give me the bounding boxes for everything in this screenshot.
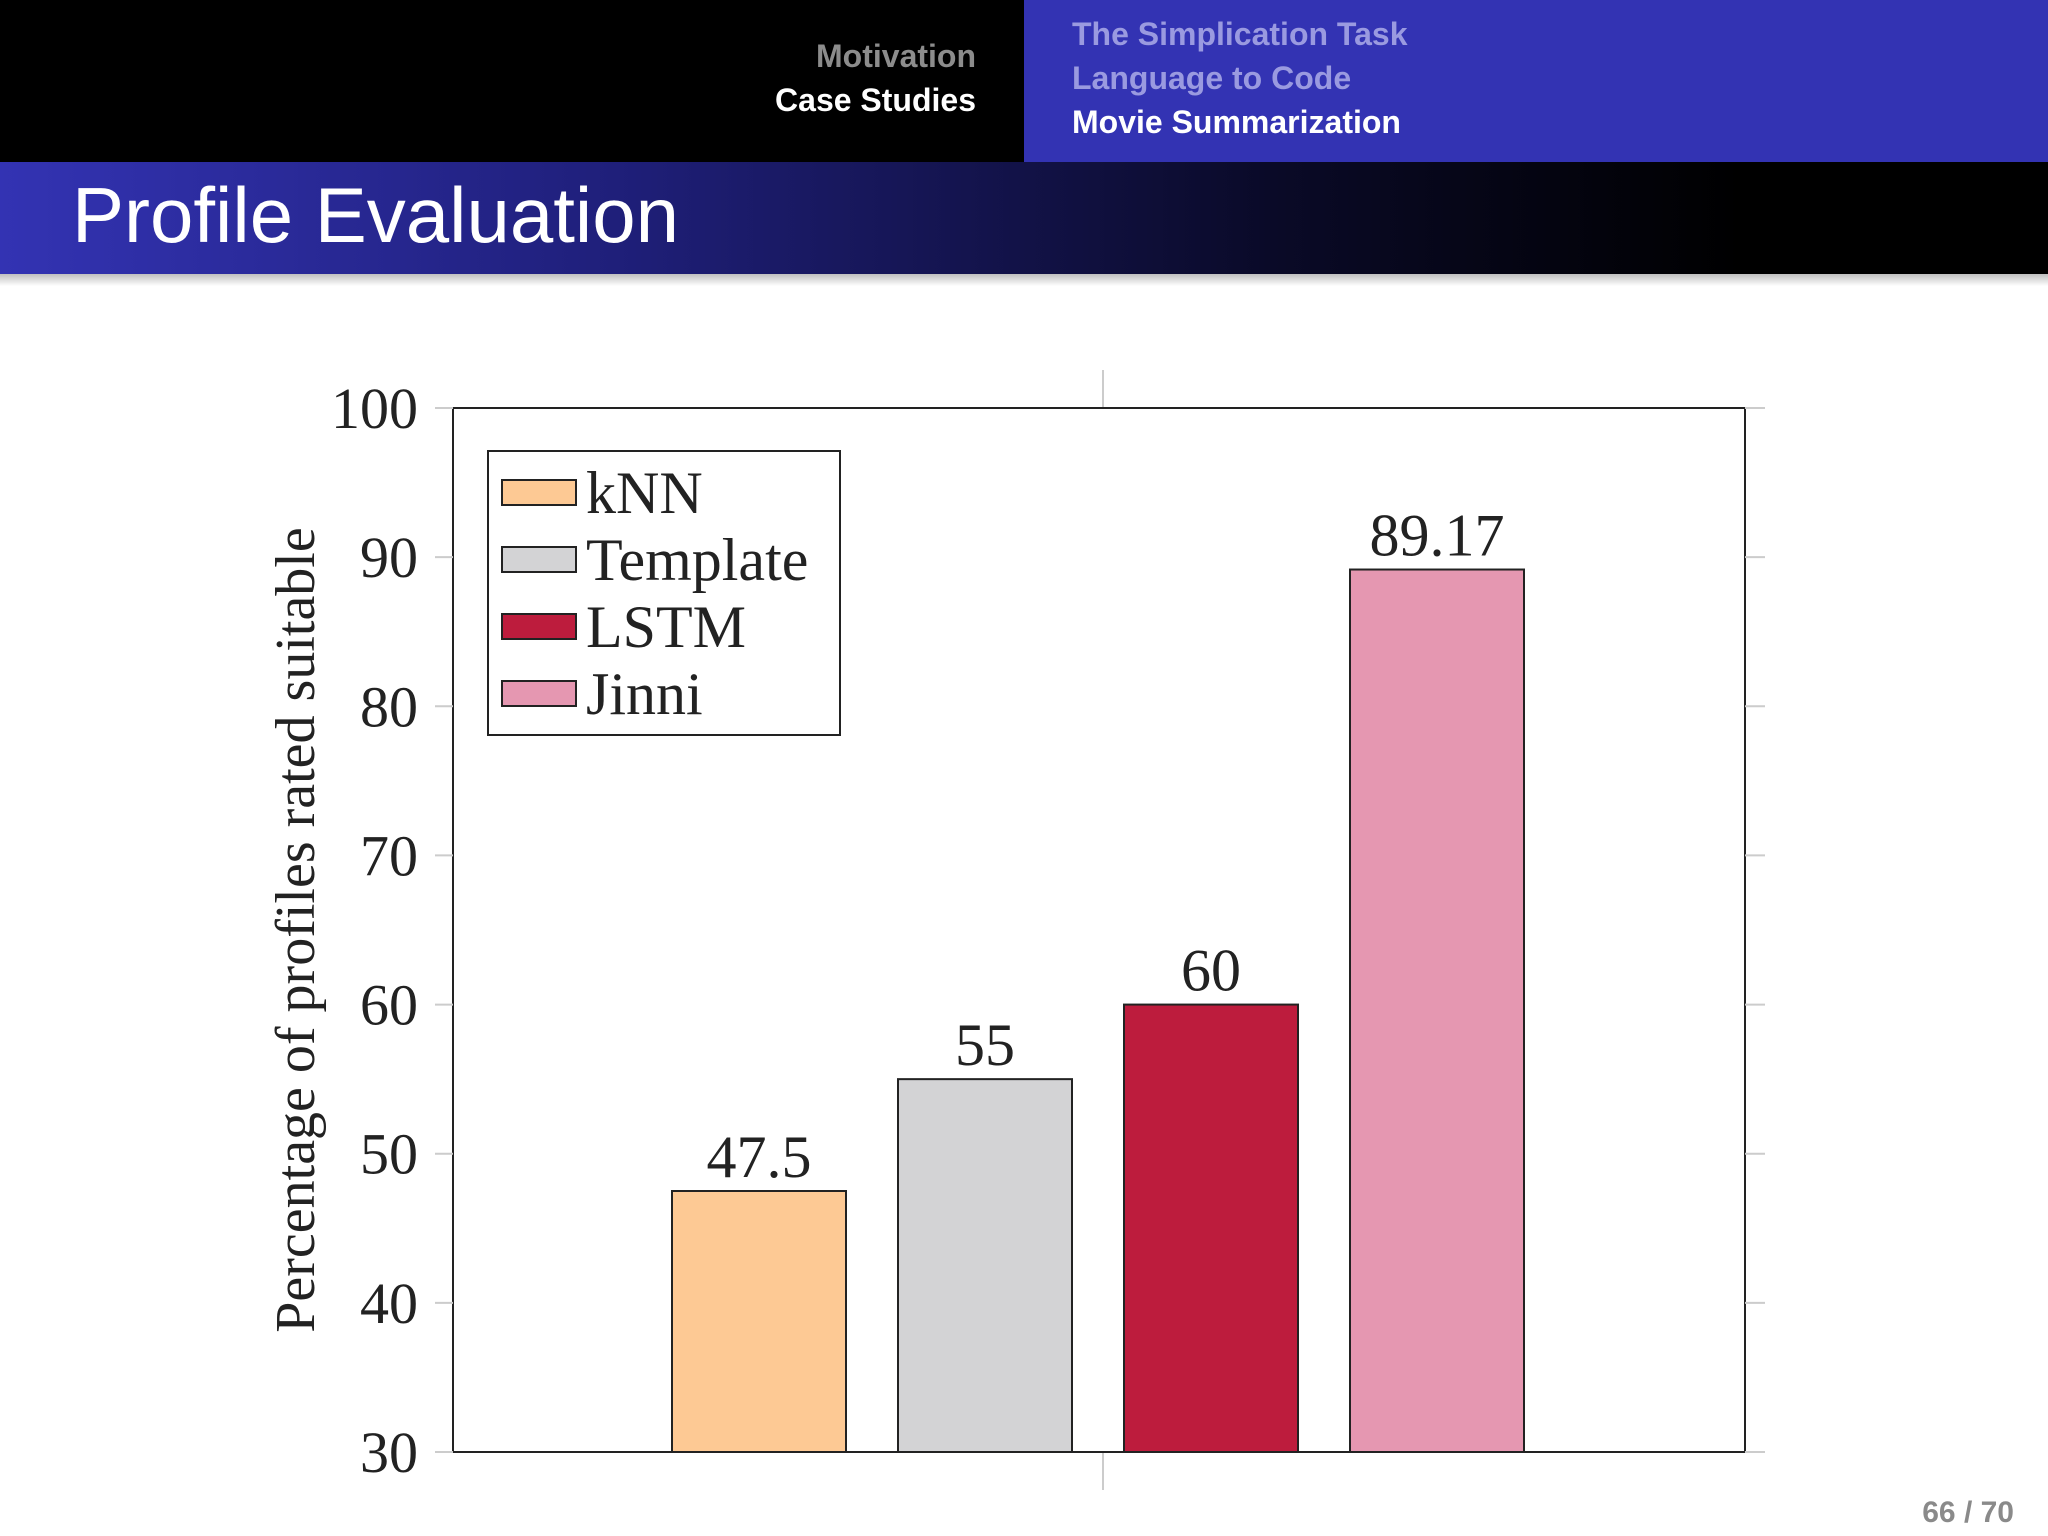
nav-subsection-simplication-task[interactable]: The Simplication Task	[1072, 16, 1408, 52]
data-label-knn: 47.5	[707, 1124, 812, 1190]
y-tick-label-40: 40	[360, 1271, 418, 1336]
data-label-lstm: 60	[1181, 938, 1241, 1004]
data-label-template: 55	[955, 1012, 1015, 1078]
nav-subsection-movie-summarization[interactable]: Movie Summarization	[1072, 104, 1401, 140]
y-tick-label-100: 100	[331, 376, 418, 441]
bar-knn	[671, 1190, 847, 1453]
y-tick-label-80: 80	[360, 674, 418, 739]
legend-entry-lstm: LSTM	[586, 594, 746, 660]
page-number: 66 / 70	[1922, 1496, 2014, 1529]
title-bar-shadow	[0, 274, 2048, 286]
legend-swatch-knn	[501, 479, 577, 506]
section-nav: Motivation Case Studies	[0, 0, 1024, 162]
nav-section-motivation[interactable]: Motivation	[816, 38, 976, 74]
header-bar: Motivation Case Studies The Simplication…	[0, 0, 2048, 162]
y-tick-label-60: 60	[360, 973, 418, 1038]
page-title: Profile Evaluation	[72, 171, 680, 259]
nav-section-case-studies[interactable]: Case Studies	[775, 82, 976, 118]
data-label-jinni: 89.17	[1370, 503, 1505, 569]
frame-title-bar	[0, 162, 2048, 274]
y-tick-label-90: 90	[360, 525, 418, 590]
nav-subsection-language-to-code[interactable]: Language to Code	[1072, 60, 1352, 96]
y-tick-label-50: 50	[360, 1122, 418, 1187]
bar-jinni	[1349, 568, 1525, 1453]
plot-frame	[452, 407, 1746, 1453]
bar-lstm	[1123, 1003, 1299, 1453]
legend-entry-template: Template	[586, 527, 808, 593]
legend-entry-knn: kNN	[586, 460, 703, 526]
subsection-nav: The Simplication Task Language to Code M…	[1024, 0, 2048, 162]
legend-entry-jinni: Jinni	[586, 661, 703, 727]
legend-swatch-lstm	[501, 613, 577, 640]
y-tick-label-70: 70	[360, 823, 418, 888]
y-axis-label: Percentage of profiles rated suitable	[265, 527, 327, 1332]
bar-template	[897, 1078, 1073, 1453]
legend-swatch-template	[501, 546, 577, 573]
legend-swatch-jinni	[501, 680, 577, 707]
y-tick-label-30: 30	[360, 1420, 418, 1485]
